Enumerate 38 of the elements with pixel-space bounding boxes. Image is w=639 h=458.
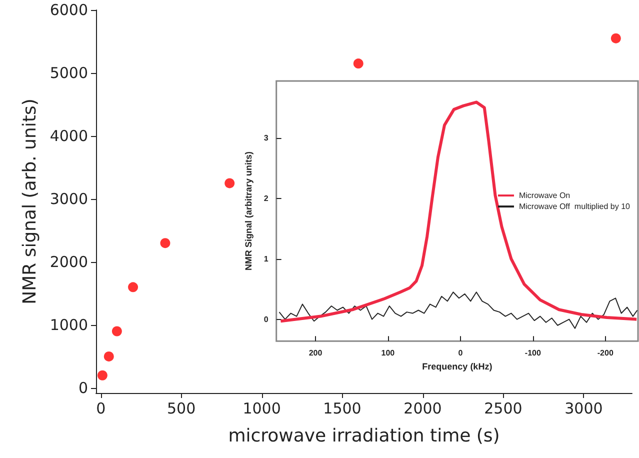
x-tick-label: 2500 bbox=[484, 400, 522, 418]
y-tick-label: 4000 bbox=[50, 126, 88, 145]
y-tick-label: 0 bbox=[78, 378, 88, 397]
point bbox=[224, 178, 235, 188]
y-tick-label: 5000 bbox=[50, 64, 88, 82]
y-tick-label: 2 bbox=[264, 194, 269, 203]
x-tick-label: 100 bbox=[381, 348, 396, 358]
point bbox=[112, 326, 122, 336]
x-tick-label: -200 bbox=[597, 348, 614, 358]
point bbox=[610, 33, 621, 44]
x-tick-label: 200 bbox=[308, 348, 323, 358]
y-axis-title: NMR signal (arb. units) bbox=[19, 98, 40, 304]
legend-label: Microwave On bbox=[518, 191, 570, 200]
x-axis-title: microwave irradiation time (s) bbox=[228, 426, 500, 446]
y-tick-label: 1 bbox=[264, 254, 269, 264]
x-tick-label: 0 bbox=[458, 348, 464, 358]
legend-label: Microwave Off multiplied by 10 bbox=[518, 202, 631, 212]
x-axis-title: Frequency (kHz) bbox=[422, 362, 492, 372]
y-tick-label: 0 bbox=[264, 314, 269, 324]
x-tick-label: 3000 bbox=[564, 400, 603, 418]
y-tick-label: 3000 bbox=[50, 190, 88, 208]
x-tick-label: 2000 bbox=[404, 400, 442, 418]
y-tick-label: 3 bbox=[264, 133, 269, 142]
line-series bbox=[278, 292, 638, 329]
point bbox=[104, 351, 114, 362]
x-tick-label: 0 bbox=[96, 400, 106, 418]
line-series bbox=[279, 100, 638, 323]
x-tick-label: -100 bbox=[524, 348, 542, 358]
y-axis-title: NMR Signal (arbitrary units) bbox=[244, 152, 254, 271]
point bbox=[97, 370, 108, 380]
y-tick-label: 2000 bbox=[50, 252, 88, 271]
point bbox=[160, 238, 170, 248]
point bbox=[353, 58, 364, 69]
y-tick-label: 6000 bbox=[50, 1, 88, 19]
x-tick-label: 500 bbox=[166, 400, 196, 418]
y-tick-label: 1000 bbox=[50, 316, 88, 334]
x-tick-label: 1500 bbox=[323, 400, 362, 418]
point bbox=[128, 282, 138, 292]
